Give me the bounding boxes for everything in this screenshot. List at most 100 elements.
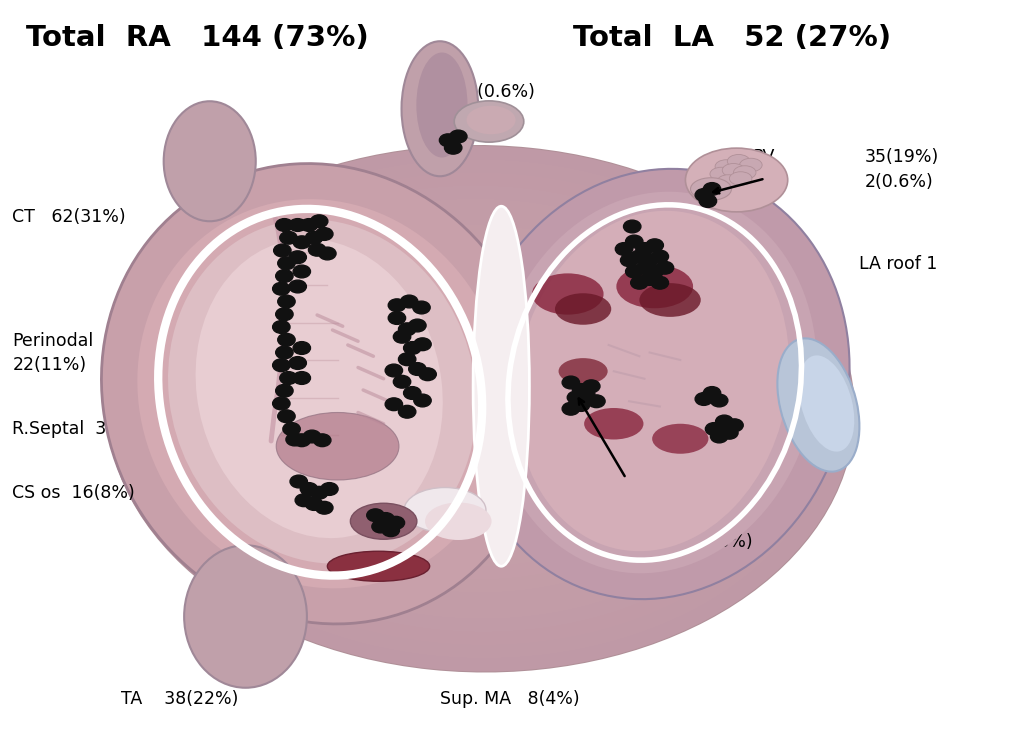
Text: 35(19%): 35(19%) [864,148,939,166]
Circle shape [276,219,293,231]
Circle shape [273,283,291,296]
Circle shape [386,398,403,411]
Ellipse shape [290,278,662,540]
Circle shape [726,419,743,432]
Circle shape [567,392,585,404]
Circle shape [293,266,310,278]
Circle shape [276,346,293,359]
Circle shape [278,296,296,307]
Circle shape [309,243,325,256]
Ellipse shape [416,369,528,448]
Ellipse shape [452,395,490,422]
Circle shape [290,357,307,370]
Circle shape [293,236,310,248]
Ellipse shape [144,172,815,645]
Circle shape [305,498,322,510]
Text: TA    38(22%): TA 38(22%) [121,690,238,708]
Circle shape [401,296,418,307]
Circle shape [440,134,456,147]
Circle shape [274,244,291,256]
Circle shape [563,376,580,388]
Circle shape [651,251,669,263]
Circle shape [651,277,669,290]
Circle shape [301,219,317,231]
Ellipse shape [710,167,732,181]
Circle shape [313,433,331,447]
Ellipse shape [198,211,758,606]
Text: CS os  16(8%): CS os 16(8%) [12,484,135,502]
Circle shape [695,189,712,202]
Circle shape [647,266,664,278]
Circle shape [399,405,415,418]
Circle shape [273,321,291,334]
Circle shape [311,487,327,500]
Circle shape [303,430,320,442]
Ellipse shape [616,265,694,308]
Ellipse shape [180,199,777,619]
Ellipse shape [729,172,752,185]
Circle shape [587,394,606,408]
Circle shape [657,262,674,274]
Circle shape [572,399,590,411]
Circle shape [293,372,310,384]
Circle shape [315,228,332,240]
Circle shape [615,242,632,255]
Ellipse shape [416,53,468,158]
Text: LA roof 1: LA roof 1 [859,255,938,273]
Circle shape [319,248,336,260]
Circle shape [399,322,415,335]
Circle shape [290,251,307,264]
Circle shape [386,364,403,376]
Ellipse shape [777,338,859,472]
Text: Sup. MA   8(4%): Sup. MA 8(4%) [440,690,579,708]
Text: PV: PV [752,148,774,166]
Circle shape [620,254,638,267]
Circle shape [413,301,430,313]
Text: 2(0.6%): 2(0.6%) [864,173,933,191]
Circle shape [301,483,317,496]
Ellipse shape [799,356,854,452]
Ellipse shape [517,211,789,551]
Circle shape [705,423,722,435]
Ellipse shape [234,238,720,580]
Circle shape [630,277,649,290]
Circle shape [450,130,466,142]
Text: Total  RA   144 (73%): Total RA 144 (73%) [26,24,368,52]
Circle shape [715,416,732,428]
Ellipse shape [107,146,854,671]
Circle shape [403,342,421,355]
Ellipse shape [426,503,492,540]
Ellipse shape [466,106,516,134]
Circle shape [376,513,394,525]
Circle shape [290,280,307,293]
Ellipse shape [401,41,478,176]
Circle shape [408,363,426,375]
Text: LAA: LAA [752,173,786,191]
Ellipse shape [691,178,731,200]
Circle shape [563,402,580,416]
Circle shape [582,380,599,393]
Ellipse shape [473,206,530,566]
Circle shape [305,231,322,244]
Ellipse shape [639,284,701,316]
Ellipse shape [717,175,740,188]
Circle shape [293,433,310,447]
Circle shape [625,266,643,278]
Circle shape [276,308,293,321]
Circle shape [572,384,590,396]
Circle shape [290,219,307,231]
Circle shape [703,183,720,196]
Circle shape [321,483,338,496]
Text: 22(11%): 22(11%) [12,356,86,374]
Ellipse shape [532,274,604,315]
Circle shape [577,387,595,400]
Circle shape [623,220,640,232]
Ellipse shape [733,166,756,179]
Ellipse shape [722,164,745,177]
Circle shape [413,338,432,351]
Circle shape [408,320,426,332]
Ellipse shape [653,424,709,454]
Circle shape [394,330,411,343]
Text: CS Body   3(2%): CS Body 3(2%) [590,509,731,526]
Circle shape [419,368,436,381]
